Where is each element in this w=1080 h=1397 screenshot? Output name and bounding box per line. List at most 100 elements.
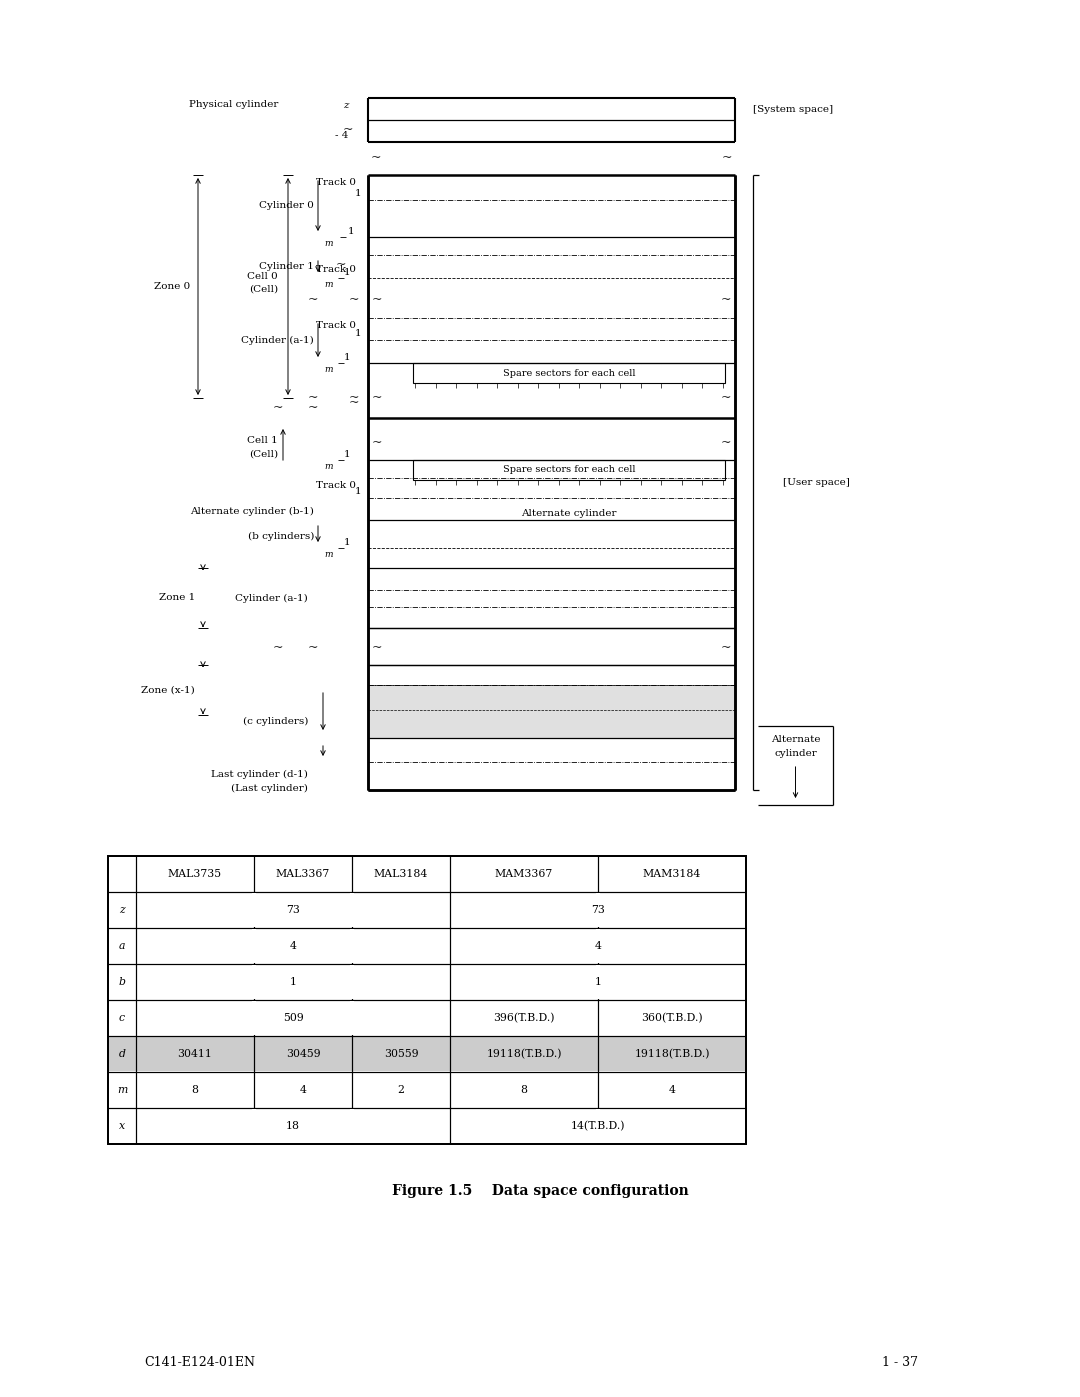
Text: 18: 18: [286, 1120, 300, 1132]
Text: 4: 4: [299, 1085, 307, 1095]
Text: Zone 1: Zone 1: [159, 594, 195, 602]
Text: 30559: 30559: [383, 1049, 418, 1059]
Text: ~: ~: [372, 391, 382, 405]
Text: MAL3735: MAL3735: [167, 869, 222, 879]
Text: 1: 1: [348, 226, 354, 236]
Text: m: m: [324, 550, 333, 559]
Text: 1: 1: [354, 330, 362, 338]
Text: - 4: - 4: [335, 131, 349, 140]
Text: m: m: [324, 239, 333, 249]
Text: Track 0: Track 0: [316, 177, 356, 187]
Bar: [108, 856, 746, 1144]
Text: ~: ~: [372, 151, 381, 165]
Text: 4: 4: [595, 942, 602, 951]
Text: 8: 8: [521, 1085, 527, 1095]
Text: ~: ~: [720, 391, 731, 405]
Text: 1: 1: [354, 488, 362, 496]
Text: 19118(T.B.D.): 19118(T.B.D.): [634, 1049, 710, 1059]
Text: z: z: [343, 101, 349, 110]
Text: ~: ~: [273, 401, 283, 415]
Text: x: x: [119, 1120, 125, 1132]
Text: 360(T.B.D.): 360(T.B.D.): [642, 1013, 703, 1023]
Text: 30411: 30411: [177, 1049, 213, 1059]
Text: 4: 4: [669, 1085, 675, 1095]
Text: 509: 509: [283, 1013, 303, 1023]
Text: ~: ~: [308, 293, 319, 306]
Text: Cylinder (a-1): Cylinder (a-1): [241, 335, 314, 345]
Text: 1: 1: [354, 189, 362, 198]
Text: Spare sectors for each cell: Spare sectors for each cell: [503, 465, 635, 475]
Text: 14(T.B.D.): 14(T.B.D.): [570, 1120, 625, 1132]
Text: ~: ~: [721, 151, 732, 165]
Text: (b cylinders): (b cylinders): [247, 532, 314, 541]
Text: z: z: [119, 905, 125, 915]
Text: MAL3184: MAL3184: [374, 869, 428, 879]
Text: Alternate cylinder: Alternate cylinder: [522, 509, 617, 517]
Text: 1: 1: [345, 268, 351, 277]
Text: Track 0: Track 0: [316, 321, 356, 330]
Text: Track 0: Track 0: [316, 481, 356, 490]
Bar: [108, 856, 746, 1144]
Text: MAM3184: MAM3184: [643, 869, 701, 879]
Text: (c cylinders): (c cylinders): [243, 717, 308, 726]
Text: m: m: [324, 462, 333, 471]
Text: Figure 1.5    Data space configuration: Figure 1.5 Data space configuration: [392, 1185, 688, 1199]
Text: ~: ~: [308, 401, 319, 415]
Text: 30459: 30459: [286, 1049, 321, 1059]
Text: MAM3367: MAM3367: [495, 869, 553, 879]
Text: ~: ~: [372, 641, 382, 655]
Text: d: d: [119, 1049, 125, 1059]
Bar: [108, 856, 746, 1144]
Text: ~: ~: [720, 641, 731, 655]
Text: m: m: [324, 279, 333, 289]
Text: b: b: [119, 977, 125, 988]
Text: 1: 1: [594, 977, 602, 988]
Text: ~: ~: [720, 436, 731, 450]
Text: 19118(T.B.D.): 19118(T.B.D.): [486, 1049, 562, 1059]
Text: Cylinder 1: Cylinder 1: [259, 263, 314, 271]
Text: m: m: [324, 365, 333, 374]
Bar: [368, 685, 735, 738]
Text: Cell 0: Cell 0: [247, 272, 278, 281]
Text: C141-E124-01EN: C141-E124-01EN: [145, 1355, 256, 1369]
Text: ~: ~: [342, 123, 353, 136]
Text: 1 - 37: 1 - 37: [882, 1355, 918, 1369]
Text: Physical cylinder: Physical cylinder: [189, 101, 278, 109]
Text: cylinder: cylinder: [774, 749, 816, 757]
Text: 1: 1: [289, 977, 297, 988]
Text: Zone (x-1): Zone (x-1): [141, 686, 195, 694]
Text: Spare sectors for each cell: Spare sectors for each cell: [503, 369, 635, 377]
Text: 2: 2: [397, 1085, 405, 1095]
Text: 1: 1: [345, 353, 351, 362]
Text: 73: 73: [591, 905, 605, 915]
Text: 1: 1: [345, 538, 351, 548]
Text: Track 0: Track 0: [316, 265, 356, 274]
Text: Cylinder (a-1): Cylinder (a-1): [235, 594, 308, 604]
Text: Alternate cylinder (b-1): Alternate cylinder (b-1): [190, 507, 314, 515]
Text: ~: ~: [372, 293, 382, 306]
Bar: [413, 363, 725, 383]
Text: (Cell): (Cell): [248, 450, 278, 460]
Text: 4: 4: [289, 942, 296, 951]
Text: Last cylinder (d-1): Last cylinder (d-1): [211, 770, 308, 780]
Text: a: a: [119, 942, 125, 951]
Text: ~: ~: [273, 641, 283, 655]
Text: [System space]: [System space]: [753, 105, 833, 113]
Text: ~: ~: [349, 293, 360, 306]
Text: m: m: [117, 1085, 127, 1095]
Text: 1: 1: [345, 450, 351, 460]
Text: ~: ~: [349, 397, 360, 409]
Text: Cell 1: Cell 1: [247, 436, 278, 446]
Text: Zone 0: Zone 0: [153, 282, 190, 291]
Text: (Last cylinder): (Last cylinder): [231, 784, 308, 793]
Text: ~: ~: [308, 641, 319, 655]
Text: ~: ~: [308, 391, 319, 405]
Text: ~: ~: [372, 436, 382, 450]
Text: 8: 8: [191, 1085, 199, 1095]
Text: Alternate: Alternate: [771, 735, 820, 745]
Text: 73: 73: [286, 905, 300, 915]
Text: 396(T.B.D.): 396(T.B.D.): [494, 1013, 555, 1023]
Text: ~: ~: [336, 258, 346, 271]
Text: Cylinder 0: Cylinder 0: [259, 201, 314, 211]
Text: ~: ~: [349, 391, 360, 405]
